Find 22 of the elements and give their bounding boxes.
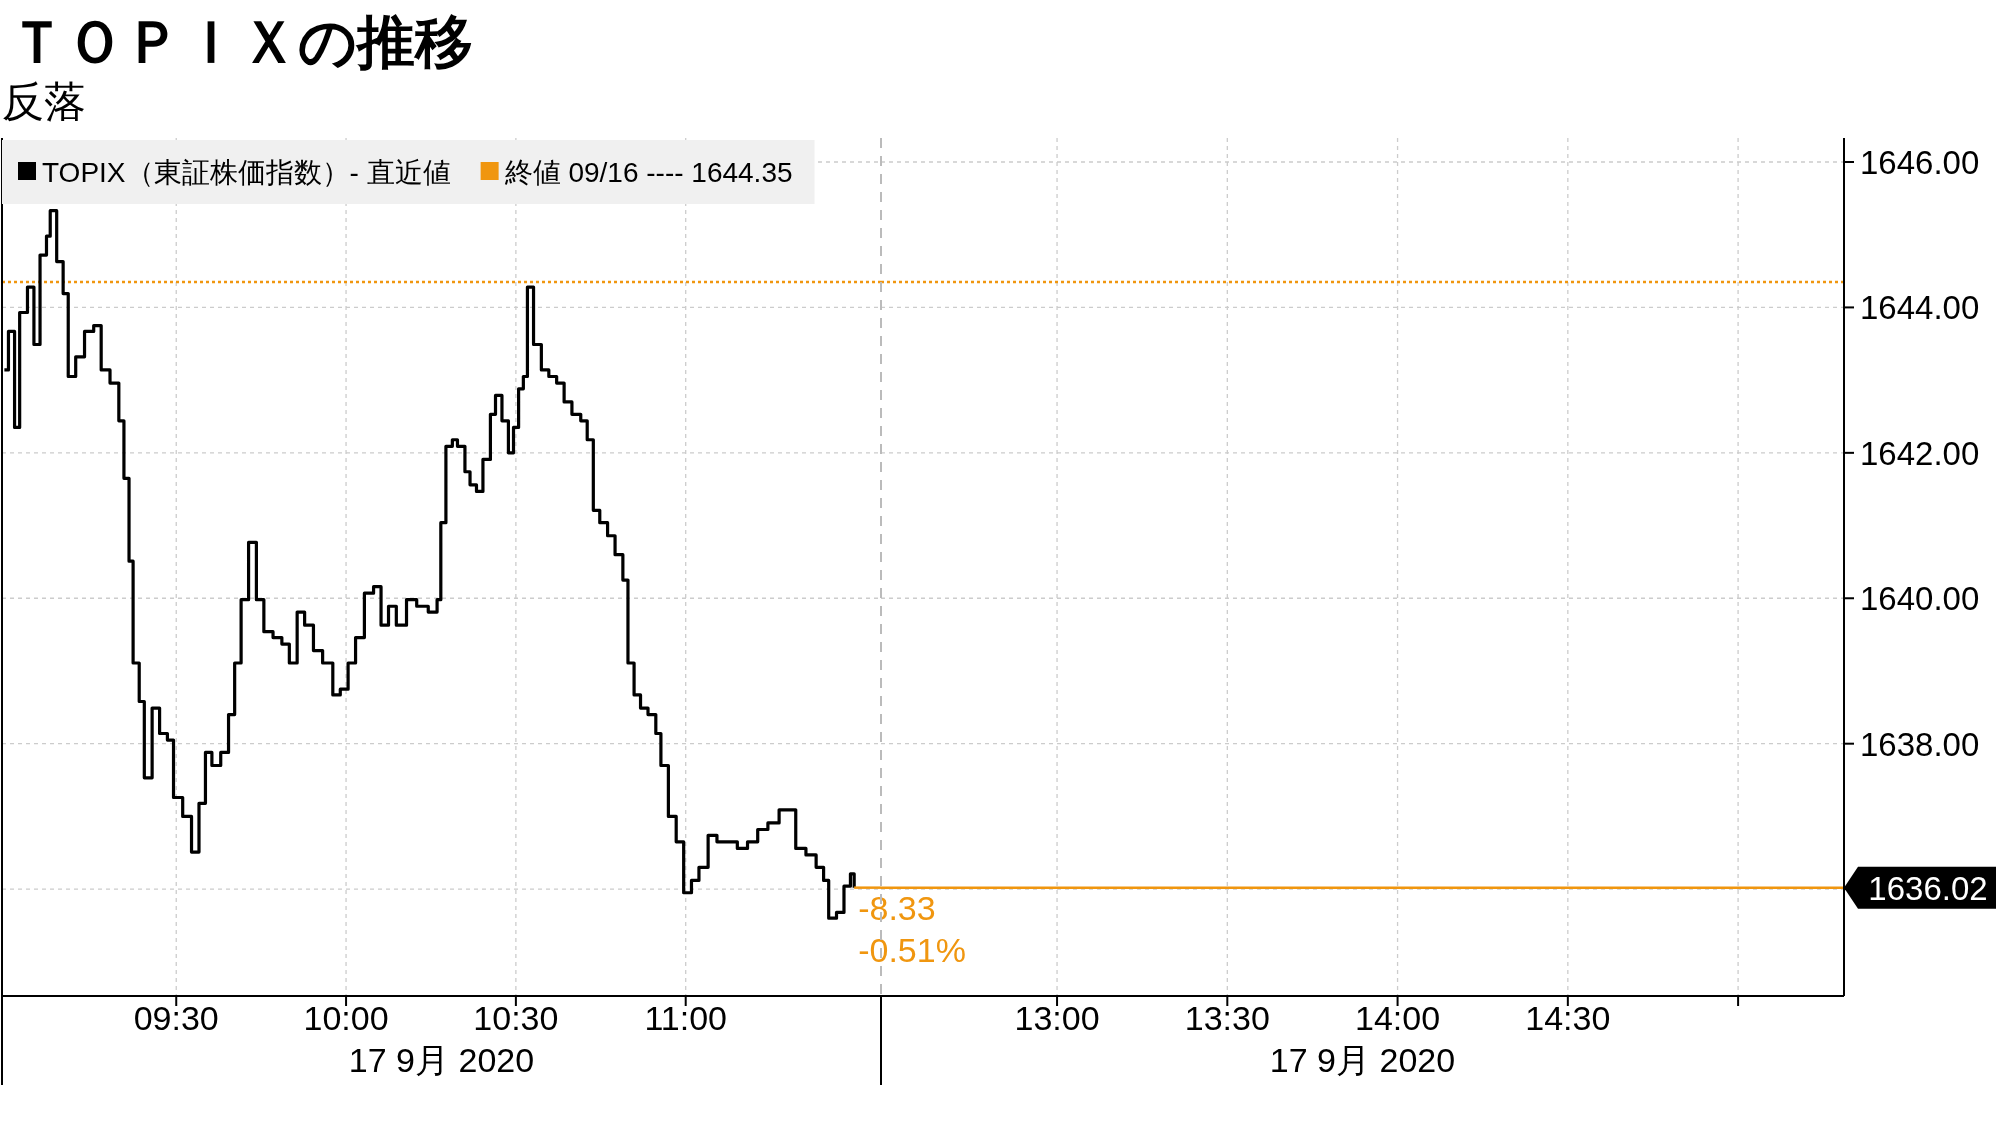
x-tick-label: 10:00 <box>303 999 389 1037</box>
x-tick-label: 11:00 <box>644 999 727 1037</box>
annotation: -0.51% <box>858 930 966 969</box>
y-tick-label: 1642.00 <box>1860 434 1980 472</box>
y-tick-label: 1646.00 <box>1860 143 1980 181</box>
x-axis-title: 17 9月 2020 <box>348 1041 535 1079</box>
x-tick-label: 10:30 <box>473 999 559 1037</box>
y-tick-label: 1638.00 <box>1860 725 1980 763</box>
chart-title: ＴＯＰＩＸの推移 <box>8 9 473 74</box>
y-tick-label: 1644.00 <box>1860 289 1980 327</box>
x-tick-label: 13:30 <box>1184 999 1270 1037</box>
chart-subtitle: 反落 <box>2 78 86 125</box>
x-tick-label: 14:30 <box>1525 999 1611 1037</box>
x-tick-label: 14:00 <box>1355 999 1441 1037</box>
legend-label: TOPIX（東証株価指数）- 直近値 <box>42 157 451 188</box>
ref-line-label: 1636.02 <box>1868 869 1988 907</box>
annotation: -8.33 <box>858 888 936 927</box>
x-axis-title: 17 9月 2020 <box>1269 1041 1456 1079</box>
y-tick-label: 1640.00 <box>1860 580 1980 618</box>
x-tick-label: 13:00 <box>1014 999 1100 1037</box>
legend-label: 終値 09/16 ---- 1644.35 <box>503 157 793 188</box>
x-tick-label: 09:30 <box>133 999 219 1037</box>
